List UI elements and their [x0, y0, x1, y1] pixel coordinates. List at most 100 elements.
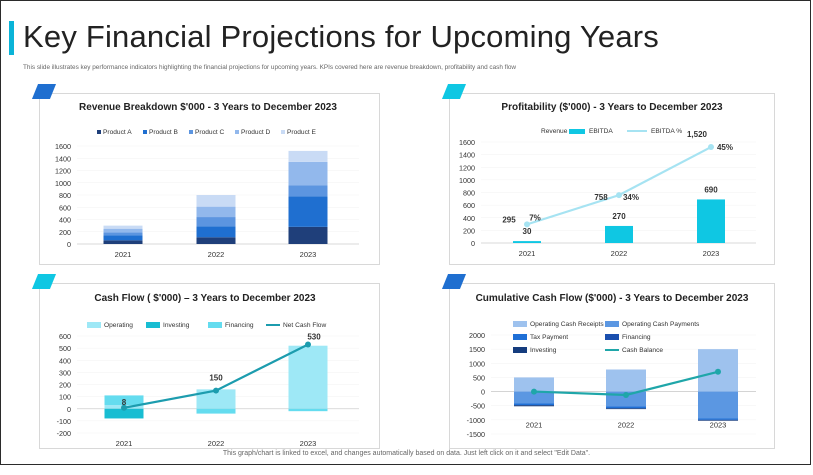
revenue-ytick-label: 200: [59, 228, 71, 237]
cashflow-ytick-label: -200: [57, 429, 71, 438]
revenue-bar: [288, 150, 328, 162]
revenue-bar: [288, 161, 328, 186]
cashflow-line-label: 150: [209, 374, 223, 383]
revenue-ytick-label: 1200: [55, 167, 71, 176]
revenue-ytick-label: 1000: [55, 179, 71, 188]
profitability-line-point: [616, 192, 622, 199]
profitability-legend-label: EBITDA: [589, 128, 613, 135]
cumulative-ytick-label: -500: [471, 402, 485, 411]
cumulative-title: Cumulative Cash Flow ($'000) - 3 Years t…: [476, 293, 749, 304]
revenue-xtick-label: 2021: [115, 250, 132, 259]
cumulative-ytick-label: -1000: [467, 416, 485, 425]
cumulative-legend-swatch: [605, 321, 619, 327]
cumulative-legend-swatch: [513, 321, 527, 327]
profitability-title: Profitability ($'000) - 3 Years to Decem…: [501, 102, 723, 113]
revenue-legend-label: Product D: [241, 129, 271, 136]
cumulative-bar: [514, 391, 554, 404]
revenue-ytick-label: 1400: [55, 154, 71, 163]
cumulative-ytick-label: 500: [473, 373, 485, 382]
cumulative-bar: [698, 419, 738, 421]
cumulative-xtick-label: 2021: [526, 421, 543, 430]
cumulative-bar: [514, 377, 554, 392]
revenue-bar: [288, 196, 328, 227]
profitability-pct-label: 7%: [529, 213, 541, 222]
cumulative-bar: [606, 369, 646, 392]
cumulative-bar: [698, 391, 738, 419]
cumulative-bar: [606, 406, 646, 409]
revenue-bar: [196, 206, 236, 218]
revenue-title: Revenue Breakdown $'000 - 3 Years to Dec…: [79, 102, 337, 113]
cashflow-line-point: [305, 341, 311, 348]
revenue-legend-swatch: [189, 130, 193, 134]
profitability-ytick-label: 0: [471, 239, 475, 248]
cashflow-legend-swatch: [208, 322, 222, 328]
cashflow-legend-label: Net Cash Flow: [283, 322, 326, 329]
profitability-bar-label: 30: [523, 227, 532, 236]
profitability-bar: [697, 199, 725, 243]
cashflow-ytick-label: 400: [59, 356, 71, 365]
revenue-legend-label: Product B: [149, 129, 179, 136]
cumulative-legend-label: Operating Cash Payments: [622, 321, 700, 328]
cashflow-bar: [288, 345, 328, 409]
cashflow-ytick-label: 200: [59, 381, 71, 390]
charts-layer: Revenue Breakdown $'000 - 3 Years to Dec…: [55, 102, 756, 448]
revenue-bar: [196, 226, 236, 238]
cumulative-ytick-label: 0: [481, 388, 485, 397]
profitability-pct-label: 45%: [717, 143, 733, 152]
profitability-ytick-label: 400: [463, 214, 475, 223]
revenue-legend-label: Product E: [287, 129, 317, 136]
cashflow-ytick-label: 500: [59, 344, 71, 353]
revenue-legend-label: Product C: [195, 129, 225, 136]
cashflow-ytick-label: -100: [57, 417, 71, 426]
profitability-legend-label: EBITDA %: [651, 128, 682, 135]
cashflow-ytick-label: 300: [59, 368, 71, 377]
profitability-legend-label: Revenue: [541, 128, 568, 135]
profitability-line-label: 1,520: [687, 130, 708, 139]
revenue-bar: [103, 228, 143, 233]
profitability-line-point: [524, 221, 530, 228]
cashflow-bar: [196, 389, 236, 409]
page-subtitle: This slide illustrates key performance i…: [23, 64, 517, 71]
revenue-bar: [103, 235, 143, 241]
profitability-legend-swatch: [569, 129, 585, 134]
cashflow-xtick-label: 2022: [208, 439, 225, 448]
cashflow-line-label: 8: [122, 398, 127, 407]
profitability-xtick-label: 2022: [611, 249, 628, 258]
cashflow-line-point: [213, 387, 219, 394]
cashflow-bar: [104, 408, 144, 419]
revenue-ytick-label: 0: [67, 240, 71, 249]
revenue-ytick-label: 800: [59, 191, 71, 200]
cumulative-legend-swatch: [513, 334, 527, 340]
cumulative-ytick-label: 1000: [469, 359, 485, 368]
cumulative-line-point: [623, 391, 629, 398]
revenue-legend-swatch: [97, 130, 101, 134]
cashflow-xtick-label: 2021: [116, 439, 133, 448]
profitability-xtick-label: 2021: [519, 249, 536, 258]
cumulative-legend-label: Operating Cash Receipts: [530, 321, 604, 328]
cashflow-bar: [104, 395, 144, 406]
revenue-bar: [103, 232, 143, 236]
profitability-pct-label: 34%: [623, 193, 639, 202]
cashflow-line-point: [121, 404, 127, 411]
cumulative-ytick-label: -1500: [467, 430, 485, 439]
profitability-line-label: 295: [502, 215, 516, 224]
cumulative-line-point: [715, 368, 721, 375]
cumulative-legend-label: Investing: [530, 347, 557, 354]
title-accent-bar: [9, 21, 14, 55]
profitability-ytick-label: 1000: [459, 176, 475, 185]
revenue-legend-swatch: [143, 130, 147, 134]
profitability-ytick-label: 200: [463, 226, 475, 235]
slide: Key Financial Projections for Upcoming Y…: [0, 0, 811, 465]
profitability-ytick-label: 1600: [459, 138, 475, 147]
revenue-legend-swatch: [235, 130, 239, 134]
revenue-bar: [288, 185, 328, 197]
cumulative-bar: [698, 418, 738, 420]
cumulative-bar: [514, 405, 554, 407]
profitability-ytick-label: 600: [463, 201, 475, 210]
cumulative-legend-label: Financing: [622, 334, 651, 341]
cashflow-legend-swatch: [146, 322, 160, 328]
cashflow-legend-label: Operating: [104, 322, 133, 329]
revenue-bar: [196, 217, 236, 227]
profitability-bar: [605, 225, 633, 243]
cashflow-legend-label: Financing: [225, 322, 254, 329]
